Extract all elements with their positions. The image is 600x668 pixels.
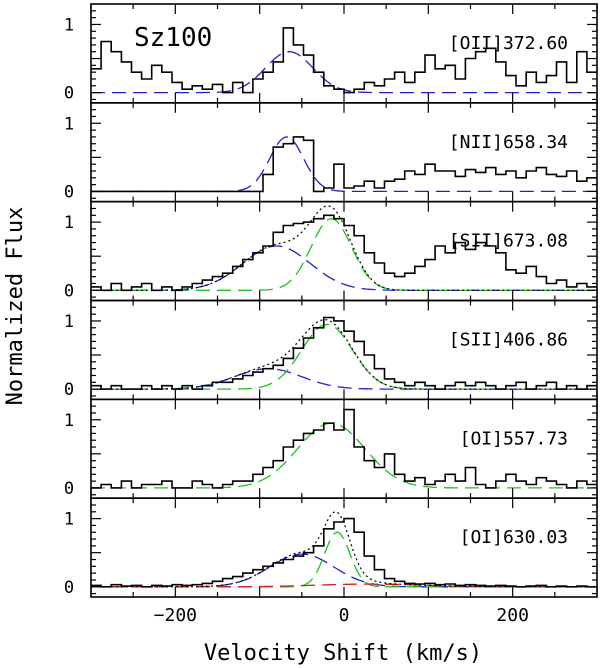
panel-3: 0 1 [SII]673.08 bbox=[64, 200, 598, 302]
panel-6: 0 1 [OI]630.03 bbox=[64, 497, 598, 598]
x-tick-label: −200 bbox=[154, 605, 197, 626]
fit-component-blue bbox=[91, 553, 597, 588]
panel-line-label: [SII]406.86 bbox=[449, 330, 568, 351]
panel-plot-area bbox=[91, 408, 597, 489]
y-tick-label: 1 bbox=[64, 114, 74, 134]
panel-plot-area bbox=[91, 316, 597, 390]
y-tick-label: 1 bbox=[64, 411, 74, 431]
observed-spectrum bbox=[91, 136, 597, 193]
panel-2: 0 1 [NII]658.34 bbox=[64, 102, 598, 203]
x-axis-label: Velocity Shift (km/s) bbox=[204, 641, 482, 666]
fit-total bbox=[91, 511, 597, 588]
panel-line-label: [OI]630.03 bbox=[460, 527, 568, 548]
observed-spectrum bbox=[91, 214, 597, 292]
y-tick-label: 1 bbox=[64, 510, 74, 530]
panel-plot-area bbox=[91, 205, 597, 292]
panel-stack: 01[OII]372.6001[NII]658.3401[SII]673.080… bbox=[64, 3, 598, 598]
fit-total bbox=[91, 319, 597, 390]
fit-component-blue bbox=[91, 245, 597, 291]
y-tick-label: 1 bbox=[64, 15, 74, 35]
observed-spectrum bbox=[91, 27, 597, 94]
panel-line-label: [OI]557.73 bbox=[460, 428, 568, 449]
panel-plot-area bbox=[91, 136, 597, 193]
y-axis-label: Normalized Flux bbox=[3, 207, 28, 406]
panel-plot-area bbox=[91, 27, 597, 94]
y-tick-label: 0 bbox=[64, 479, 74, 499]
y-tick-label: 1 bbox=[64, 213, 74, 233]
observed-spectrum bbox=[91, 316, 597, 390]
panel-plot-area bbox=[91, 511, 597, 588]
x-axis: −200 0 200 bbox=[154, 605, 529, 626]
y-tick-label: 0 bbox=[64, 380, 74, 400]
y-tick-label: 0 bbox=[64, 578, 74, 598]
observed-spectrum bbox=[91, 408, 597, 489]
panel-4: 0 1 [SII]406.86 bbox=[64, 299, 598, 401]
y-tick-label: 1 bbox=[64, 312, 74, 332]
panel-5: 0 1 [OI]557.73 bbox=[64, 398, 598, 499]
y-tick-label: 0 bbox=[64, 84, 74, 104]
fit-component-green bbox=[91, 218, 597, 291]
observed-spectrum bbox=[91, 517, 597, 588]
x-tick-label: 200 bbox=[496, 605, 529, 626]
figure-label: Sz100 bbox=[134, 23, 212, 53]
y-tick-label: 0 bbox=[64, 182, 74, 202]
panel-line-label: [NII]658.34 bbox=[449, 132, 568, 153]
y-tick-label: 0 bbox=[64, 281, 74, 301]
x-tick-label: 0 bbox=[339, 605, 350, 626]
panel-line-label: [SII]673.08 bbox=[449, 231, 568, 252]
panel-line-label: [OII]372.60 bbox=[449, 33, 568, 54]
panel-1: 0 1 [OII]372.60 bbox=[64, 3, 598, 104]
